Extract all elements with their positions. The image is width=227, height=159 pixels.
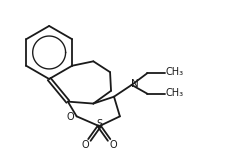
Text: CH₃: CH₃ — [166, 88, 184, 98]
Text: S: S — [96, 119, 102, 129]
Text: N: N — [131, 79, 138, 89]
Text: O: O — [82, 140, 89, 150]
Text: CH₃: CH₃ — [166, 67, 184, 77]
Text: O: O — [67, 112, 75, 122]
Text: O: O — [109, 140, 117, 150]
